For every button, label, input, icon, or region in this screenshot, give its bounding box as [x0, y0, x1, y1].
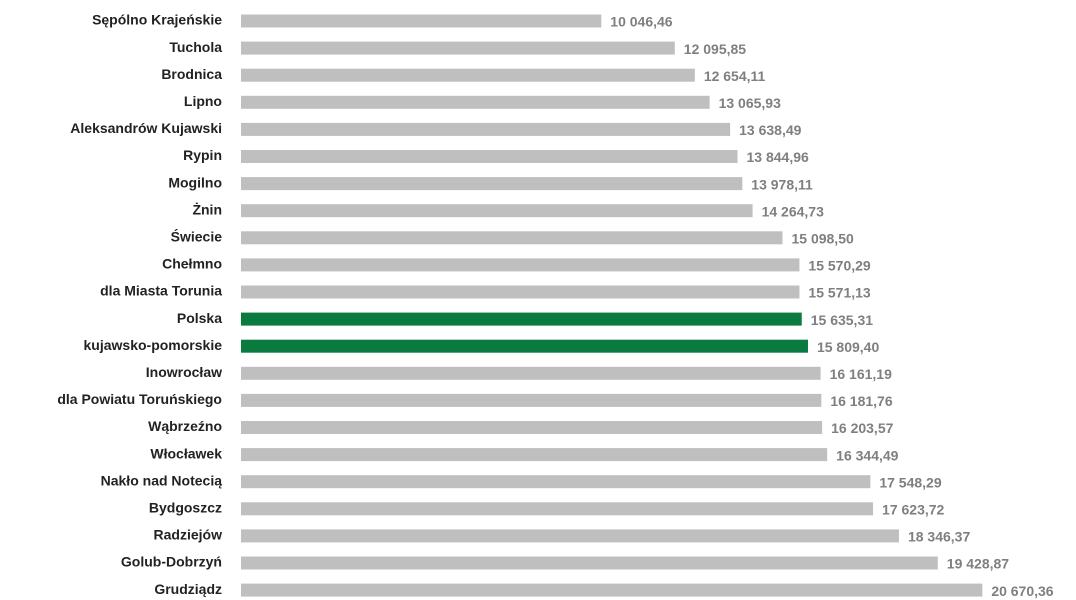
value-label: 13 844,96	[747, 149, 809, 165]
value-label: 13 978,11	[751, 176, 813, 192]
category-label: Inowrocław	[146, 364, 222, 380]
value-label: 18 346,37	[908, 529, 970, 545]
bar	[241, 312, 802, 326]
value-label: 16 181,76	[830, 393, 892, 409]
category-label: Chełmno	[162, 256, 222, 272]
bar	[241, 583, 983, 597]
value-label: 10 046,46	[610, 14, 672, 30]
bar	[241, 421, 823, 434]
bar	[241, 502, 874, 516]
category-label: dla Miasta Torunia	[100, 283, 222, 299]
bar	[241, 556, 938, 570]
bar	[241, 258, 800, 272]
value-label: 13 065,93	[719, 95, 781, 111]
bar	[241, 41, 675, 55]
value-label: 19 428,87	[947, 556, 1009, 572]
bar	[241, 95, 710, 109]
bar	[241, 204, 753, 218]
category-label: Radziejów	[154, 527, 223, 543]
bar	[241, 177, 743, 191]
category-label: Tuchola	[169, 39, 222, 55]
value-label: 16 161,19	[830, 366, 892, 382]
bar	[241, 122, 731, 136]
category-label: kujawsko-pomorskie	[84, 337, 223, 353]
bar	[241, 14, 602, 28]
bar	[241, 393, 822, 407]
bar	[241, 448, 828, 462]
category-label: Lipno	[184, 93, 222, 109]
category-label: Żnin	[192, 201, 222, 217]
value-label: 15 571,13	[808, 285, 870, 301]
value-label: 15 809,40	[817, 339, 879, 355]
value-label: 14 264,73	[762, 203, 824, 219]
value-label: 15 570,29	[808, 258, 870, 274]
value-label: 12 654,11	[704, 68, 766, 84]
value-label: 15 635,31	[811, 312, 873, 328]
bar	[241, 68, 695, 82]
category-label: Nakło nad Notecią	[101, 472, 223, 488]
category-label: Golub-Dobrzyń	[121, 554, 222, 570]
bar	[241, 475, 871, 489]
value-label: 16 344,49	[836, 447, 898, 463]
bar	[241, 339, 808, 353]
category-label: Mogilno	[168, 174, 222, 190]
bar	[241, 285, 800, 299]
value-label: 12 095,85	[684, 41, 746, 57]
bar	[241, 529, 899, 543]
category-label: dla Powiatu Toruńskiego	[57, 391, 222, 407]
category-label: Brodnica	[161, 66, 222, 82]
category-label: Aleksandrów Kujawski	[70, 120, 222, 136]
value-label: 15 098,50	[791, 231, 853, 247]
category-label: Sępólno Krajeńskie	[92, 12, 222, 28]
category-label: Świecie	[171, 228, 223, 245]
category-label: Grudziądz	[154, 581, 222, 597]
category-label: Rypin	[183, 147, 222, 163]
bar	[241, 150, 738, 163]
category-label: Włocławek	[150, 445, 222, 461]
category-label: Polska	[177, 310, 222, 326]
value-label: 17 548,29	[879, 474, 941, 490]
bar	[241, 366, 821, 380]
category-label: Wąbrzeźno	[148, 418, 222, 434]
value-label: 13 638,49	[739, 122, 801, 138]
value-label: 16 203,57	[831, 420, 893, 436]
category-label: Bydgoszcz	[149, 500, 222, 516]
value-label: 17 623,72	[882, 502, 944, 518]
value-label: 20 670,36	[991, 583, 1053, 599]
bar	[241, 231, 783, 245]
